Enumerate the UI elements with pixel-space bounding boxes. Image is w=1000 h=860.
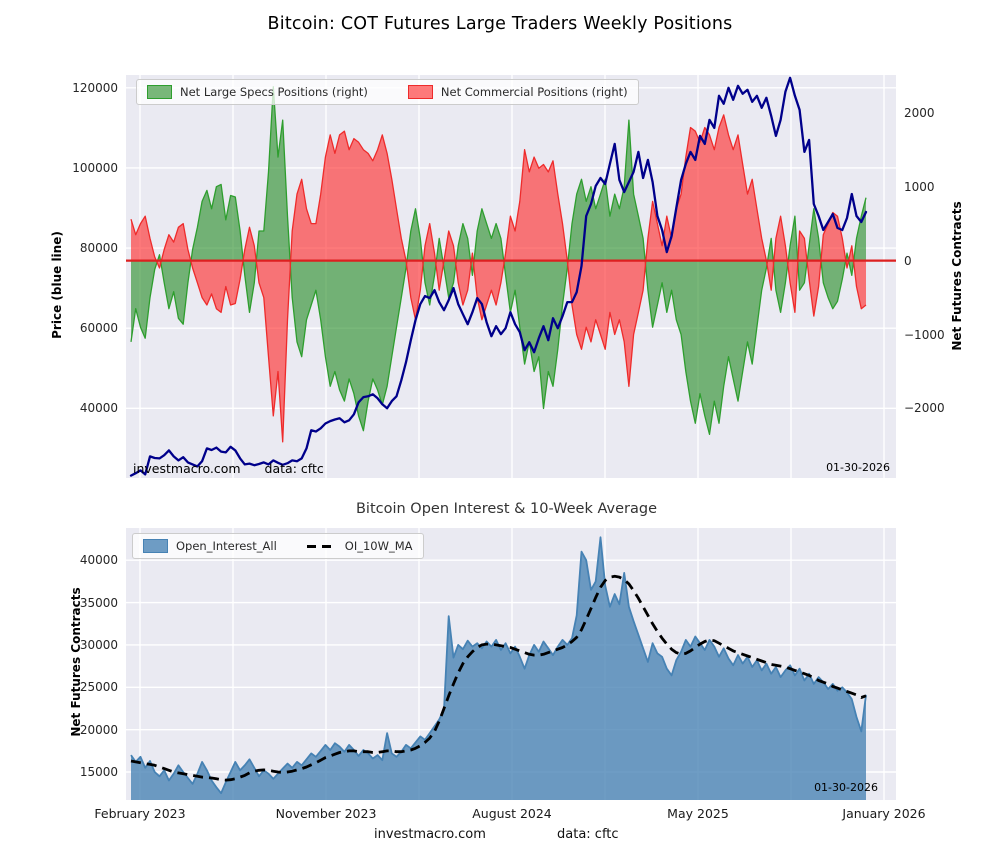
commercials-area [131,114,866,442]
open-interest-area [131,537,866,800]
top-left-ytick-label: 80000 [79,241,118,256]
ma-dashed-line [130,574,867,782]
bottom-xtick-label: August 2024 [472,806,552,821]
top-left-ytick-label: 60000 [79,321,118,336]
top-left-ytick-label: 40000 [79,401,118,416]
legend-item-ma: OI_10W_MA [306,539,413,553]
legend-item-open-interest: Open_Interest_All [143,539,277,553]
top-right-ytick-label: 2000 [904,105,935,120]
top-left-axis-label: Price (blue line) [50,231,64,339]
bottom-ytick-label: 25000 [79,680,118,695]
specs-legend-swatch [147,85,172,99]
bottom-left-axis-label: Net Futures Contracts [69,587,83,737]
bottom-xtick-label: May 2025 [667,806,729,821]
bottom-date-label: 01-30-2026 [814,781,878,794]
bottom-legend: Open_Interest_All OI_10W_MA [132,533,424,559]
top-right-ytick-label: 1000 [904,179,935,194]
figure-title: Bitcoin: COT Futures Large Traders Weekl… [267,14,733,34]
ma-legend-label: OI_10W_MA [344,539,413,553]
bottom-ytick-label: 35000 [79,595,118,610]
bottom-xtick-label: February 2023 [94,806,186,821]
top-watermark-source: data: cftc [264,461,324,476]
bottom-ytick-label: 40000 [79,553,118,568]
commercials-legend-swatch [407,85,433,99]
top-right-axis-label: Net Futures Contracts [950,201,964,351]
footer-site: investmacro.com [374,827,486,842]
bottom-ytick-label: 20000 [79,722,118,737]
specs-outline [130,86,867,436]
specs-legend-label: Net Large Specs Positions (right) [180,85,368,99]
top-watermark-site: investmacro.com [133,461,241,476]
bottom-ytick-label: 15000 [79,765,118,780]
top-right-ytick-label: −2000 [904,401,945,416]
bottom-ytick-label: 30000 [79,637,118,652]
commercials-outline [130,114,867,443]
ma-dashed-line-sample [306,544,337,548]
top-legend: Net Large Specs Positions (right) Net Co… [136,79,639,105]
top-left-ytick-label: 100000 [72,160,118,175]
legend-item-commercials: Net Commercial Positions (right) [407,85,628,99]
bottom-xtick-label: November 2023 [275,806,377,821]
open-interest-legend-swatch [143,539,168,553]
bottom-xtick-label: January 2026 [842,806,926,821]
bottom-chart-title: Bitcoin Open Interest & 10-Week Average [355,501,658,517]
price-line [129,76,868,477]
top-right-ytick-label: −1000 [904,327,945,342]
top-date-label: 01-30-2026 [826,461,890,474]
legend-item-specs: Net Large Specs Positions (right) [147,85,368,99]
top-watermark: investmacro.com data: cftc [133,461,324,476]
commercials-legend-label: Net Commercial Positions (right) [440,85,628,99]
footer-source: data: cftc [557,827,619,842]
open-interest-legend-label: Open_Interest_All [176,539,277,553]
top-right-ytick-label: 0 [904,253,912,268]
top-left-ytick-label: 120000 [72,80,118,95]
